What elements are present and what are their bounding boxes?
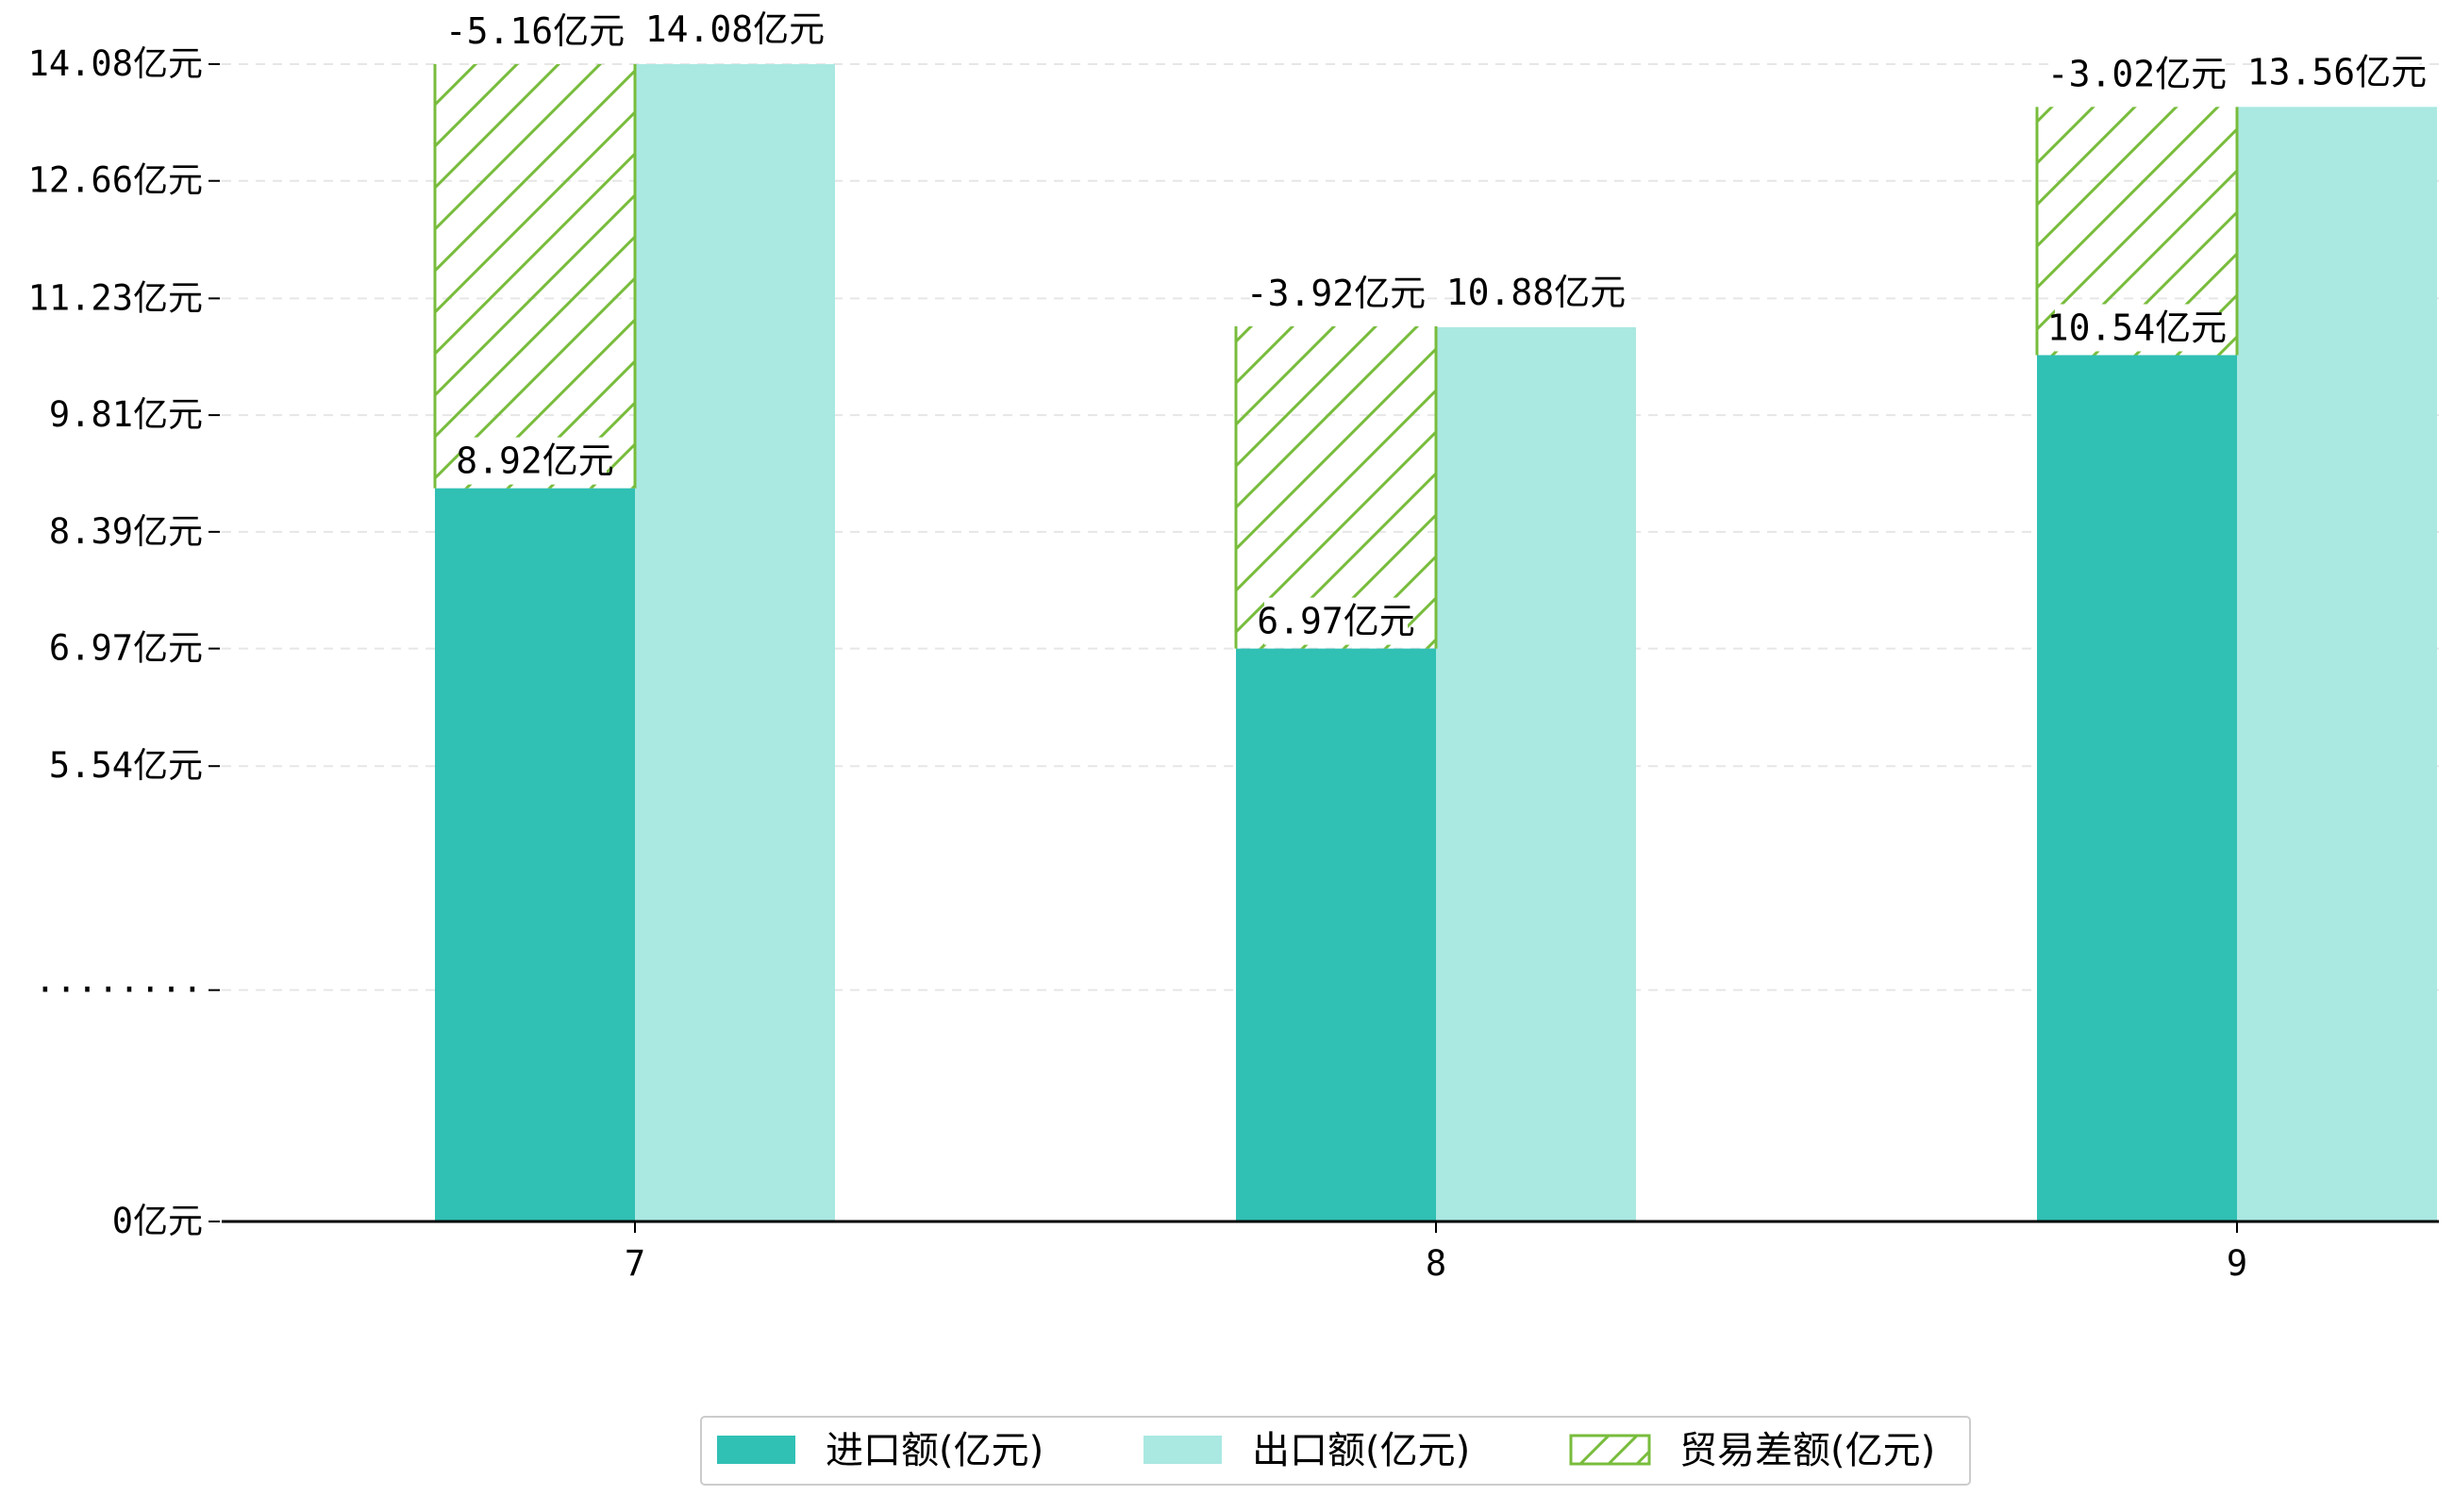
legend-label-diff: 贸易差额(亿元) (1679, 1429, 1935, 1472)
y-tick-label: 8.39亿元 (49, 511, 203, 552)
import-value-label: 8.92亿元 (456, 440, 614, 482)
y-tick-label: 0亿元 (112, 1201, 203, 1241)
y-tick-label: 11.23亿元 (28, 277, 203, 318)
diff-bar (435, 64, 635, 489)
legend-swatch-diff (1578, 1434, 1651, 1466)
diff-value-label: -3.02亿元 (2047, 53, 2227, 94)
legend-frame (700, 1416, 1971, 1486)
x-tick-label: 9 (2227, 1243, 2247, 1284)
export-value-label-bg (653, 6, 817, 53)
y-tick-label: ········ (35, 970, 203, 1010)
export-value-label-bg (1454, 268, 1618, 316)
x-tick-label: 8 (1426, 1243, 1446, 1284)
bars (433, 64, 2437, 1222)
value-labels: 8.92亿元 14.08亿元 -5.16亿元 6.97亿元 10.88亿元 -3.92亿元… (445, 6, 2427, 645)
import-bar (435, 488, 635, 1221)
legend-label-export: 出口额(亿元) (1252, 1429, 1470, 1472)
diff-value-label: -5.16亿元 (445, 10, 625, 52)
y-tick-label: 6.97亿元 (49, 628, 203, 669)
export-bar (2237, 107, 2437, 1222)
diff-value-label-bg (2055, 50, 2219, 98)
x-tick-label: 7 (625, 1243, 645, 1284)
export-value-label-bg (2255, 48, 2419, 96)
export-bar (1436, 326, 1636, 1221)
export-bar (635, 64, 835, 1221)
legend-label-import: 进口额(亿元) (826, 1429, 1043, 1472)
import-value-label: 6.97亿元 (1257, 601, 1415, 642)
axes: 0亿元 ········ 5.54亿元 6.97亿元 8.39亿元 9.81亿元 11.23… (28, 43, 2439, 1284)
diff-bar (1236, 325, 1436, 649)
y-tick-label: 5.54亿元 (49, 745, 203, 786)
import-bar (1236, 648, 1436, 1221)
legend-swatch-export (1144, 1436, 1222, 1464)
export-value-label: 10.88亿元 (1446, 272, 1626, 313)
import-value-label-bg (2055, 304, 2219, 352)
diff-value-label-bg (453, 8, 617, 55)
import-value-label-bg (463, 437, 607, 485)
y-tick-label: 9.81亿元 (49, 394, 203, 435)
import-value-label-bg (1264, 597, 1408, 645)
export-value-label: 13.56亿元 (2247, 51, 2427, 92)
diff-value-label-bg (1254, 269, 1418, 317)
diff-value-label: -3.92亿元 (1246, 273, 1426, 314)
legend-swatch-import (717, 1436, 795, 1464)
export-value-label: 14.08亿元 (645, 8, 825, 50)
import-value-label: 10.54亿元 (2047, 307, 2227, 348)
import-bar (2037, 355, 2237, 1221)
y-tick-label: 12.66亿元 (28, 160, 203, 201)
legend: 进口额(亿元) 出口额(亿元) 贸易差额(亿元) (700, 1416, 1971, 1486)
y-tick-label: 14.08亿元 (28, 43, 203, 84)
